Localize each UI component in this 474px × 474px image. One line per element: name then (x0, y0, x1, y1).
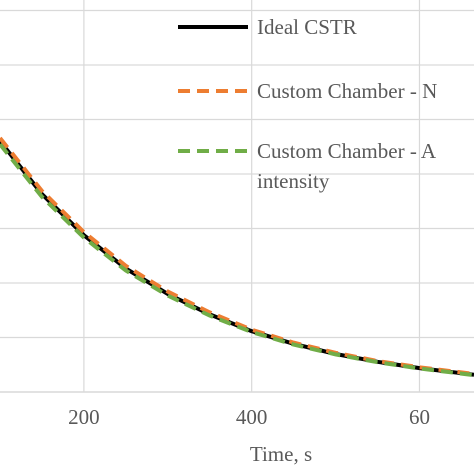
x-tick-label: 200 (68, 405, 100, 429)
x-tick-label: 400 (236, 405, 268, 429)
legend-label: Custom Chamber - A (257, 139, 437, 163)
series-line-ideal-cstr (0, 139, 474, 377)
legend: Ideal CSTR Custom Chamber - N Custom Chamb… (178, 15, 437, 193)
legend-label: Ideal CSTR (257, 15, 357, 39)
gridlines (0, 0, 474, 392)
x-tick-labels: 200 400 60 (68, 405, 430, 429)
series-group (0, 136, 474, 378)
x-tick-label: 60 (409, 405, 430, 429)
legend-label: Custom Chamber - N (257, 79, 437, 103)
legend-label: intensity (257, 169, 330, 193)
x-axis-label: Time, s (250, 442, 312, 466)
series-line-custom-chamber-a (0, 143, 474, 378)
